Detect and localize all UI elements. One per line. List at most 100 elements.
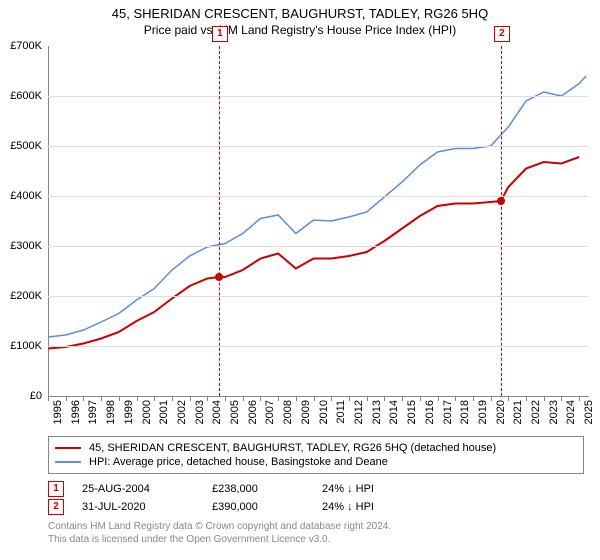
x-axis-label: 2010 xyxy=(318,400,330,430)
x-axis-label: 2009 xyxy=(300,400,312,430)
footer-attribution: Contains HM Land Registry data © Crown c… xyxy=(48,520,391,546)
transaction-marker: 2 xyxy=(48,499,64,515)
transaction-marker: 1 xyxy=(48,481,64,497)
legend-item: 45, SHERIDAN CRESCENT, BAUGHURST, TADLEY… xyxy=(55,441,577,455)
footer-line1: Contains HM Land Registry data © Crown c… xyxy=(48,520,391,533)
x-axis-label: 2025 xyxy=(583,400,595,430)
legend-swatch xyxy=(55,447,81,449)
x-axis-label: 2011 xyxy=(335,400,347,430)
y-axis-label: £300K xyxy=(0,240,42,252)
x-axis-label: 2020 xyxy=(495,400,507,430)
x-tick xyxy=(508,396,509,401)
y-gridline xyxy=(48,146,588,147)
x-axis-label: 1995 xyxy=(52,400,64,430)
x-tick xyxy=(190,396,191,401)
x-tick xyxy=(48,396,49,401)
x-tick xyxy=(402,396,403,401)
x-tick xyxy=(420,396,421,401)
x-axis-label: 1998 xyxy=(105,400,117,430)
x-axis-label: 1997 xyxy=(87,400,99,430)
sale-vline xyxy=(219,46,220,396)
x-tick xyxy=(172,396,173,401)
x-axis-label: 2005 xyxy=(229,400,241,430)
x-tick xyxy=(243,396,244,401)
legend-label: HPI: Average price, detached house, Basi… xyxy=(89,456,388,468)
y-axis-label: £0 xyxy=(0,390,42,402)
x-axis-label: 2014 xyxy=(388,400,400,430)
x-tick xyxy=(438,396,439,401)
x-tick xyxy=(491,396,492,401)
chart-lines-svg xyxy=(48,46,588,396)
x-axis-label: 2019 xyxy=(477,400,489,430)
x-axis-label: 2001 xyxy=(158,400,170,430)
y-axis-label: £700K xyxy=(0,40,42,52)
x-axis-label: 2018 xyxy=(459,400,471,430)
x-tick xyxy=(455,396,456,401)
x-axis-label: 2021 xyxy=(512,400,524,430)
y-axis-label: £500K xyxy=(0,140,42,152)
sale-marker: 2 xyxy=(494,26,510,42)
y-axis-label: £200K xyxy=(0,290,42,302)
legend-label: 45, SHERIDAN CRESCENT, BAUGHURST, TADLEY… xyxy=(89,442,496,454)
series-property xyxy=(48,157,579,349)
y-axis-label: £400K xyxy=(0,190,42,202)
transaction-date: 31-JUL-2020 xyxy=(82,501,212,513)
x-tick xyxy=(101,396,102,401)
x-tick xyxy=(384,396,385,401)
x-axis-label: 2006 xyxy=(247,400,259,430)
x-axis-label: 2023 xyxy=(548,400,560,430)
x-tick xyxy=(83,396,84,401)
x-axis-label: 2016 xyxy=(424,400,436,430)
legend-box: 45, SHERIDAN CRESCENT, BAUGHURST, TADLEY… xyxy=(48,436,584,474)
x-axis-label: 2012 xyxy=(353,400,365,430)
chart-area: £0£100K£200K£300K£400K£500K£600K£700K199… xyxy=(48,46,588,396)
footer-line2: This data is licensed under the Open Gov… xyxy=(48,533,391,546)
x-tick xyxy=(473,396,474,401)
x-tick xyxy=(526,396,527,401)
x-tick xyxy=(260,396,261,401)
chart-title-address: 45, SHERIDAN CRESCENT, BAUGHURST, TADLEY… xyxy=(0,0,600,21)
x-axis-label: 2013 xyxy=(371,400,383,430)
transaction-date: 25-AUG-2004 xyxy=(82,483,212,495)
x-tick xyxy=(367,396,368,401)
x-tick xyxy=(349,396,350,401)
transaction-row: 125-AUG-2004£238,00024% ↓ HPI xyxy=(48,480,402,498)
x-tick xyxy=(331,396,332,401)
x-tick xyxy=(278,396,279,401)
x-axis-label: 2008 xyxy=(282,400,294,430)
transactions-table: 125-AUG-2004£238,00024% ↓ HPI231-JUL-202… xyxy=(48,480,402,516)
x-axis-label: 1999 xyxy=(123,400,135,430)
transaction-pct-vs-hpi: 24% ↓ HPI xyxy=(322,501,402,513)
x-axis-label: 2015 xyxy=(406,400,418,430)
x-tick xyxy=(119,396,120,401)
chart-subtitle: Price paid vs. HM Land Registry's House … xyxy=(0,21,600,37)
x-tick xyxy=(544,396,545,401)
sale-point-dot xyxy=(215,273,223,281)
x-tick xyxy=(137,396,138,401)
y-gridline xyxy=(48,196,588,197)
x-axis-label: 1996 xyxy=(70,400,82,430)
y-gridline xyxy=(48,346,588,347)
transaction-price: £390,000 xyxy=(212,501,322,513)
x-tick xyxy=(154,396,155,401)
x-axis-label: 2004 xyxy=(211,400,223,430)
sale-point-dot xyxy=(497,197,505,205)
x-tick xyxy=(314,396,315,401)
y-gridline xyxy=(48,246,588,247)
series-hpi xyxy=(48,76,586,337)
x-tick xyxy=(207,396,208,401)
x-tick xyxy=(561,396,562,401)
x-tick xyxy=(225,396,226,401)
legend-item: HPI: Average price, detached house, Basi… xyxy=(55,455,577,469)
x-axis-label: 2000 xyxy=(141,400,153,430)
transaction-pct-vs-hpi: 24% ↓ HPI xyxy=(322,483,402,495)
x-axis-label: 2017 xyxy=(442,400,454,430)
transaction-row: 2 31-JUL-2020£390,00024% ↓ HPI xyxy=(48,498,402,516)
y-axis-label: £600K xyxy=(0,90,42,102)
x-axis-label: 2003 xyxy=(194,400,206,430)
x-axis-label: 2007 xyxy=(264,400,276,430)
x-axis-label: 2022 xyxy=(530,400,542,430)
x-tick xyxy=(66,396,67,401)
y-gridline xyxy=(48,96,588,97)
y-gridline xyxy=(48,296,588,297)
